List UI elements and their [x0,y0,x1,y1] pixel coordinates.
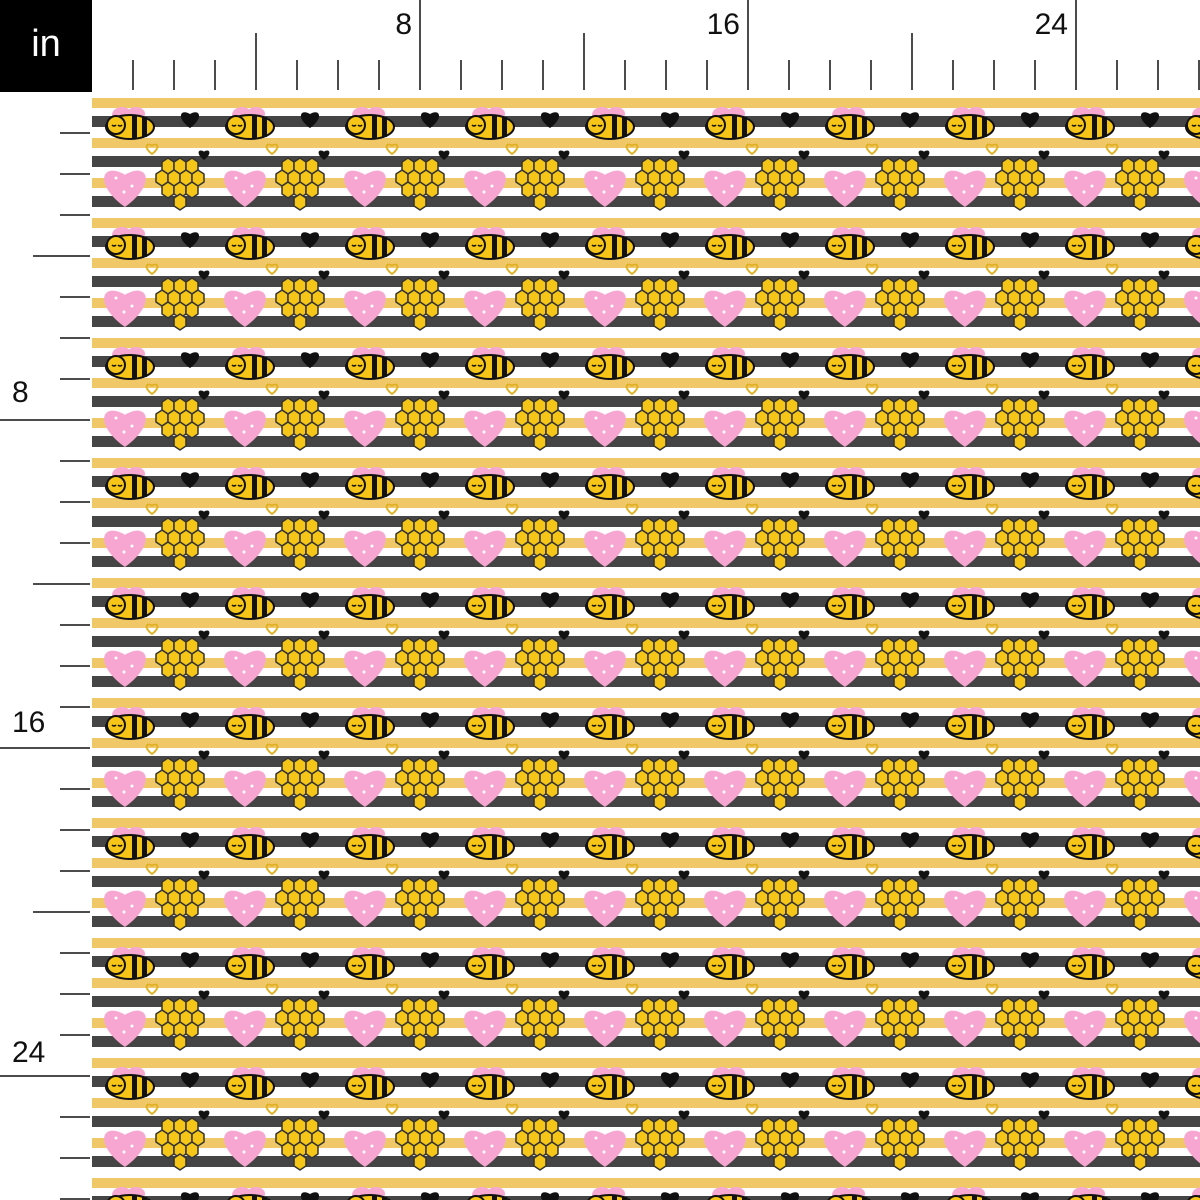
top-ruler-label: 16 [707,8,740,41]
left-ruler-label: 8 [12,376,29,409]
unit-label: in [31,23,61,65]
fabric-pattern [92,92,1200,1200]
left-ruler-label: 16 [12,706,45,739]
top-ruler-label: 8 [395,8,412,41]
top-ruler-label: 24 [1035,8,1068,41]
left-ruler-label: 24 [12,1036,45,1069]
unit-box [0,0,92,92]
